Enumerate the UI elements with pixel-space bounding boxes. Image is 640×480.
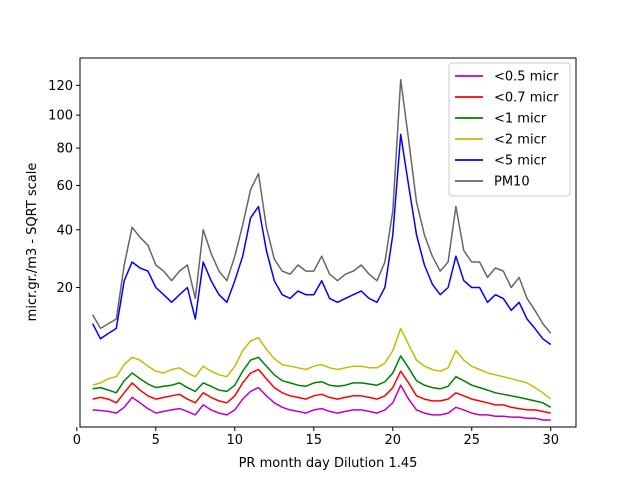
- legend-label: PM10: [494, 175, 530, 190]
- legend-label: <1 micr: [494, 112, 547, 127]
- x-tick-label: 25: [463, 433, 480, 448]
- legend-label: <0.7 micr: [494, 91, 559, 106]
- y-tick-label: 60: [56, 179, 73, 194]
- y-axis-label: micr.gr./m3 - SQRT scale: [25, 163, 40, 322]
- y-tick-label: 80: [56, 142, 73, 157]
- x-axis: 0 5 10 15 20 25 30: [73, 427, 559, 448]
- legend: <0.5 micr <0.7 micr <1 micr <2 micr <5 micr P…: [448, 62, 571, 197]
- x-tick-label: 15: [306, 433, 323, 448]
- series-line--5-micr: [91, 133, 552, 346]
- y-tick-label: 120: [48, 79, 73, 94]
- x-tick-label: 0: [73, 433, 81, 448]
- x-tick-label: 5: [152, 433, 160, 448]
- x-axis-label: PR month day Dilution 1.45: [239, 456, 418, 471]
- y-tick-label: 20: [56, 281, 73, 296]
- x-tick-label: 30: [542, 433, 559, 448]
- legend-label: <0.5 micr: [494, 70, 559, 85]
- y-tick-label: 40: [56, 223, 73, 238]
- x-tick-label: 10: [227, 433, 244, 448]
- series-line-pm10: [91, 78, 552, 334]
- plot-frame: [79, 57, 577, 428]
- legend-label: <5 micr: [494, 154, 547, 169]
- series-line--1-micr: [92, 355, 552, 408]
- series-line--0-7-micr: [92, 368, 551, 414]
- series-line--2-micr: [92, 327, 552, 400]
- legend-label: <2 micr: [494, 133, 547, 148]
- series-line--0-5-micr: [92, 384, 551, 421]
- y-tick-label: 100: [48, 109, 73, 124]
- series-layer: [91, 78, 552, 421]
- x-tick-label: 20: [384, 433, 401, 448]
- y-axis: 20 40 60 80 100 120: [48, 79, 80, 296]
